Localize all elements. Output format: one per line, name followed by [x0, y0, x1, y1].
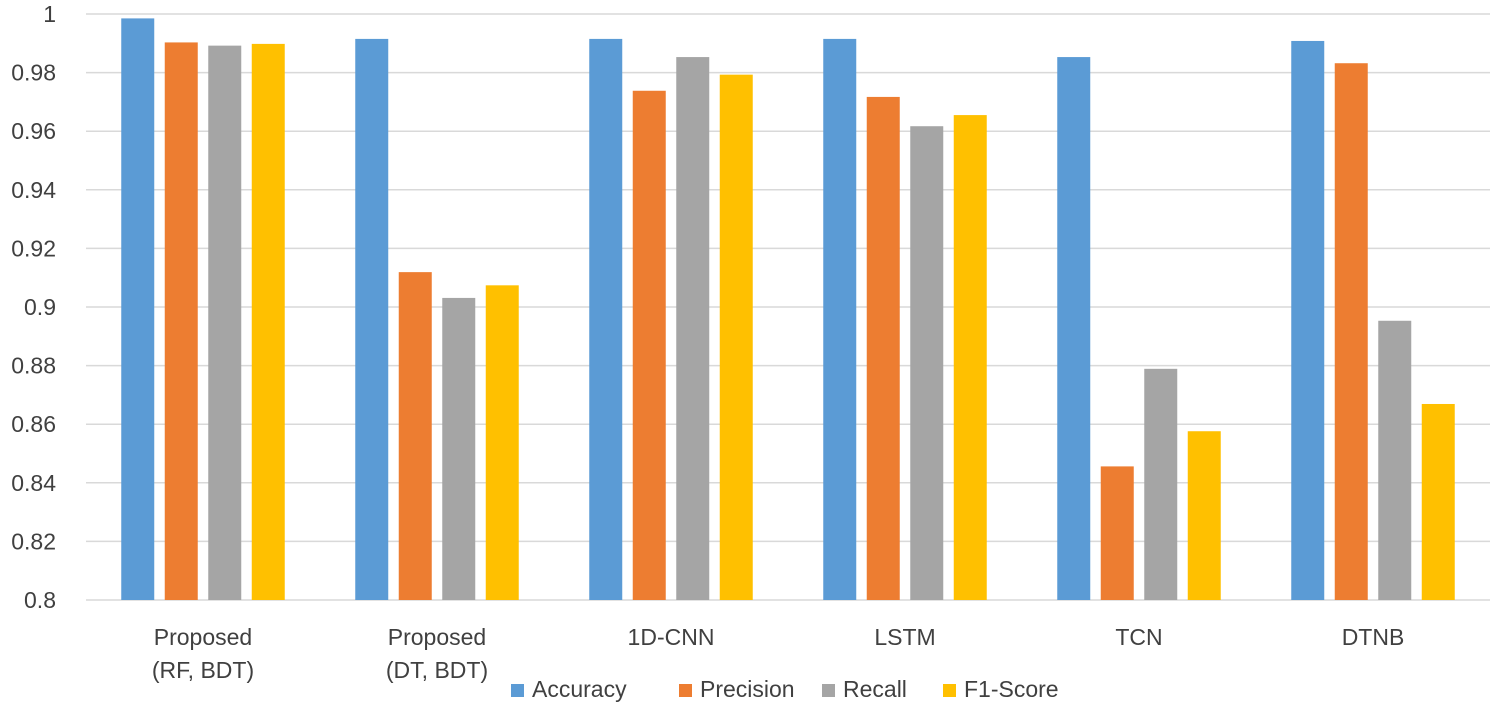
- y-tick-label: 0.92: [11, 235, 56, 261]
- y-tick-label: 1: [43, 1, 56, 27]
- bar-precision-3: [866, 96, 900, 600]
- y-tick-label: 0.94: [11, 177, 56, 203]
- x-category-label: (RF, BDT): [152, 657, 254, 683]
- bar-recall-0: [208, 45, 242, 601]
- y-tick-label: 0.88: [11, 353, 56, 379]
- legend-swatch: [679, 684, 692, 697]
- x-category-label: DTNB: [1342, 624, 1405, 650]
- legend-swatch: [511, 684, 524, 697]
- bar-accuracy-4: [1057, 57, 1091, 601]
- bar-recall-1: [442, 297, 476, 600]
- bar-f1-score-2: [719, 74, 753, 600]
- bar-accuracy-3: [823, 38, 857, 600]
- bar-f1-score-1: [485, 285, 519, 600]
- x-category-label: LSTM: [874, 624, 935, 650]
- y-axis-tick-labels: 0.8 0.82 0.84 0.86 0.88 0.9 0.92 0.94 0.96 0.98 1: [11, 1, 56, 613]
- bar-precision-0: [164, 42, 198, 600]
- bar-precision-5: [1334, 63, 1368, 600]
- bar-accuracy-5: [1291, 40, 1325, 601]
- legend: Accuracy Precision Recall F1-Score: [511, 676, 1059, 702]
- bar-recall-3: [910, 126, 944, 601]
- x-category-label: TCN: [1115, 624, 1162, 650]
- x-category-label: Proposed: [154, 624, 252, 650]
- x-category-label: 1D-CNN: [628, 624, 715, 650]
- legend-swatch: [822, 684, 835, 697]
- y-tick-label: 0.96: [11, 118, 56, 144]
- x-axis-category-labels: Proposed (RF, BDT) Proposed (DT, BDT) 1D-CNN…: [152, 624, 1404, 683]
- y-tick-label: 0.9: [24, 294, 56, 320]
- bar-accuracy-0: [121, 18, 155, 600]
- bar-f1-score-4: [1187, 431, 1221, 600]
- bar-f1-score-5: [1421, 403, 1455, 600]
- x-category-label: Proposed: [388, 624, 486, 650]
- y-tick-label: 0.84: [11, 470, 56, 496]
- bar-f1-score-3: [953, 115, 987, 601]
- y-tick-label: 0.82: [11, 528, 56, 554]
- x-category-label: (DT, BDT): [386, 657, 488, 683]
- legend-label: Precision: [700, 676, 795, 702]
- bars: [121, 18, 1455, 601]
- bar-recall-5: [1378, 320, 1412, 600]
- bar-precision-2: [632, 90, 666, 601]
- bar-accuracy-2: [589, 38, 623, 600]
- legend-swatch: [943, 684, 956, 697]
- bar-recall-4: [1144, 368, 1178, 600]
- bar-precision-1: [398, 272, 432, 600]
- bar-precision-4: [1100, 466, 1134, 600]
- bar-accuracy-1: [355, 38, 389, 600]
- y-tick-label: 0.8: [24, 587, 56, 613]
- y-tick-label: 0.98: [11, 60, 56, 86]
- grid-lines: [86, 13, 1490, 601]
- legend-label: Accuracy: [532, 676, 627, 702]
- bar-f1-score-0: [251, 43, 285, 601]
- bar-recall-2: [676, 57, 710, 601]
- y-tick-label: 0.86: [11, 411, 56, 437]
- legend-label: F1-Score: [964, 676, 1059, 702]
- legend-label: Recall: [843, 676, 907, 702]
